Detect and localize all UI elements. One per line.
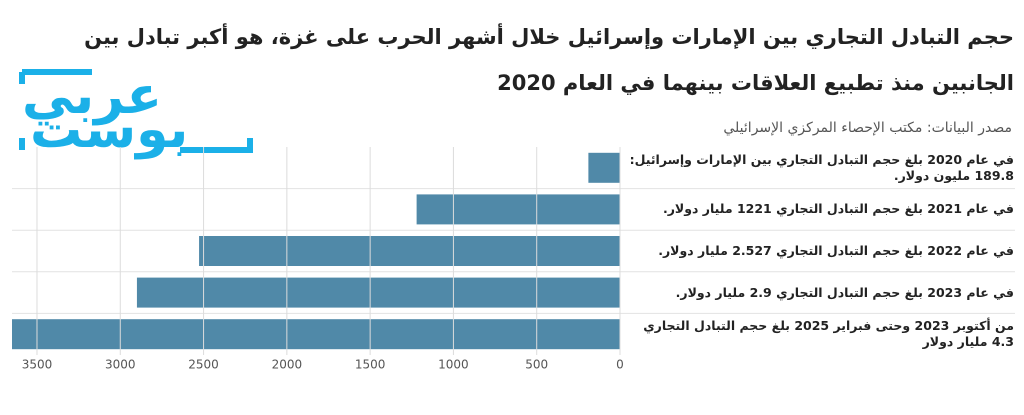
x-tick-label: 2000 bbox=[272, 358, 303, 372]
x-tick-label: 1500 bbox=[355, 358, 386, 372]
x-tick-label: 3500 bbox=[22, 358, 53, 372]
logo-text: بوست bbox=[30, 100, 189, 160]
x-tick-label: 3000 bbox=[105, 358, 136, 372]
bar bbox=[588, 152, 620, 183]
bar bbox=[136, 277, 620, 308]
x-tick-label: 2500 bbox=[188, 358, 219, 372]
logo-text: عربي bbox=[22, 66, 163, 126]
bar bbox=[199, 236, 621, 266]
bar bbox=[12, 319, 621, 350]
x-tick-label: 0 bbox=[616, 358, 624, 372]
bar bbox=[416, 194, 620, 225]
category-label: في عام 2020 بلغ حجم التبادل التجاري بين … bbox=[629, 151, 1014, 183]
plot-area bbox=[12, 152, 621, 350]
category-label: في عام 2022 بلغ حجم التبادل التجاري 2.52… bbox=[658, 242, 1014, 258]
category-label: في عام 2021 بلغ حجم التبادل التجاري 1221… bbox=[662, 201, 1014, 217]
chart-title: حجم التبادل التجاري بين الإمارات وإسرائي… bbox=[84, 25, 1014, 95]
x-tick-label: 1000 bbox=[438, 358, 469, 372]
category-label: من أكتوبر 2023 وحتى فبراير 2025 بلغ حجم … bbox=[643, 318, 1014, 350]
category-label: في عام 2023 بلغ حجم التبادل التجاري 2.9 … bbox=[675, 284, 1014, 300]
source-note: مصدر البيانات: مكتب الإحصاء المركزي الإس… bbox=[723, 120, 1012, 136]
logo-frame bbox=[19, 69, 253, 153]
x-tick-label: 500 bbox=[525, 358, 548, 372]
